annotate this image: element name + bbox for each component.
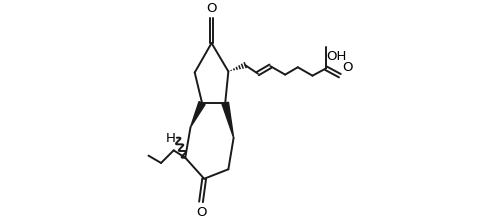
Text: H: H bbox=[165, 132, 175, 145]
Polygon shape bbox=[191, 102, 205, 127]
Text: OH: OH bbox=[326, 50, 347, 63]
Text: O: O bbox=[206, 2, 217, 15]
Text: O: O bbox=[196, 206, 206, 219]
Polygon shape bbox=[222, 102, 233, 138]
Text: O: O bbox=[343, 61, 353, 74]
